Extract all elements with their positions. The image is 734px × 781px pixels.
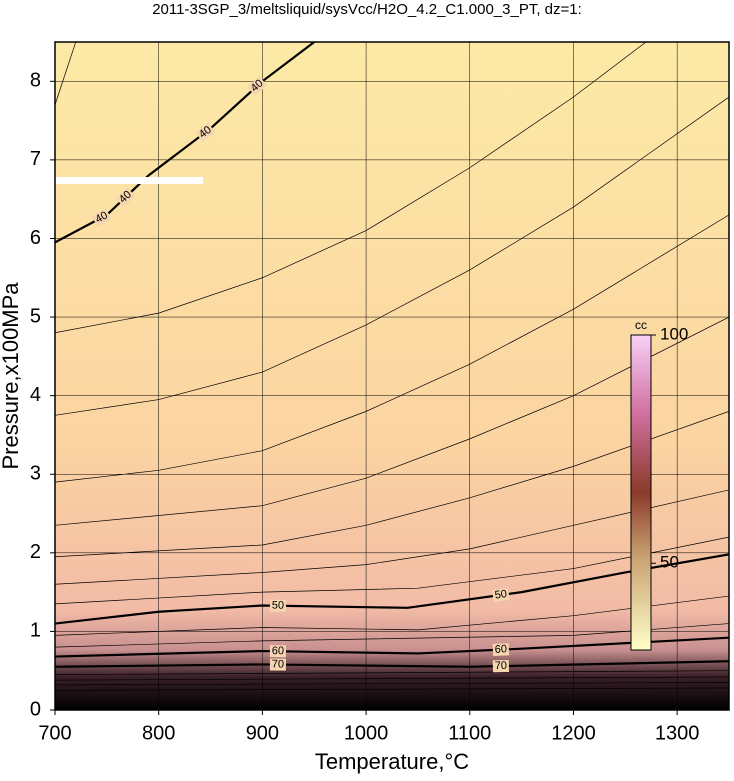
x-tick-label: 700 [38, 722, 71, 744]
contour-label-bg [492, 587, 510, 603]
contour-label-bg [115, 187, 136, 208]
y-tick-label: 7 [30, 148, 41, 170]
contour-label-bg [492, 659, 510, 673]
contour-line-bold [55, 636, 729, 658]
contour-line [55, 489, 729, 585]
contour-line [55, 214, 729, 483]
y-tick-label: 4 [30, 384, 41, 406]
contour-label-bg [247, 76, 268, 96]
x-tick-label: 1000 [344, 722, 389, 744]
contour-label: 60 [272, 645, 284, 657]
y-axis-label: Pressure,x100MPa [0, 282, 23, 470]
y-tick-label: 2 [30, 541, 41, 563]
x-tick-label: 1200 [551, 722, 596, 744]
contour-label-bg [492, 643, 510, 657]
x-tick-label: 1100 [448, 722, 491, 744]
contour-line [55, 670, 729, 675]
contour-line [55, 595, 729, 636]
y-tick-label: 3 [30, 463, 41, 485]
white-bar [55, 177, 203, 184]
contour-line [55, 536, 729, 605]
colorbar-tick-label: 50 [660, 553, 679, 572]
contour-line [55, 676, 729, 681]
colorbar [630, 334, 652, 651]
y-tick-label: 5 [30, 305, 41, 327]
contour-label-bg [269, 599, 287, 612]
contour-label: 60 [494, 643, 507, 656]
grid [54, 42, 729, 711]
plot-frame [54, 41, 730, 711]
contour-line [55, 42, 77, 105]
y-tick-label: 6 [30, 227, 41, 249]
colorbar-tick-label: 100 [660, 324, 688, 343]
contour-line-bold [55, 553, 729, 625]
contour-line [55, 411, 729, 558]
contour-line [55, 316, 729, 526]
contour-label-bg [269, 645, 287, 658]
contour-label: 70 [495, 660, 508, 672]
contour-label: 40 [197, 124, 214, 141]
x-tick-label: 1300 [655, 722, 700, 744]
contour-label: 40 [93, 209, 109, 225]
contour-line [55, 687, 729, 691]
x-tick-label: 900 [246, 722, 279, 744]
contour-line [55, 42, 647, 334]
contour-label: 50 [494, 588, 508, 602]
x-axis-label: Temperature,°C [315, 749, 469, 774]
plot-background [55, 42, 729, 710]
contours [55, 42, 729, 691]
contour-label-bg [269, 658, 287, 671]
chart-title: 2011-3SGP_3/meltsliquid/sysVcc/H2O_4.2_C… [152, 1, 582, 18]
x-tick-label: 800 [142, 722, 175, 744]
y-tick-label: 8 [30, 70, 41, 92]
colorbar-label: cc [635, 318, 647, 332]
contour-line [55, 682, 729, 686]
contour-label-bg [91, 208, 112, 227]
contour-label-bg [195, 122, 216, 142]
y-tick-label: 1 [30, 620, 41, 642]
colorbar-ticks: 50 100 [651, 324, 688, 572]
contour-label: 70 [272, 658, 284, 670]
contour-line-bold [55, 660, 729, 668]
contour-label: 50 [272, 600, 284, 612]
y-tick-label: 0 [30, 698, 41, 720]
contour-line [55, 96, 729, 416]
